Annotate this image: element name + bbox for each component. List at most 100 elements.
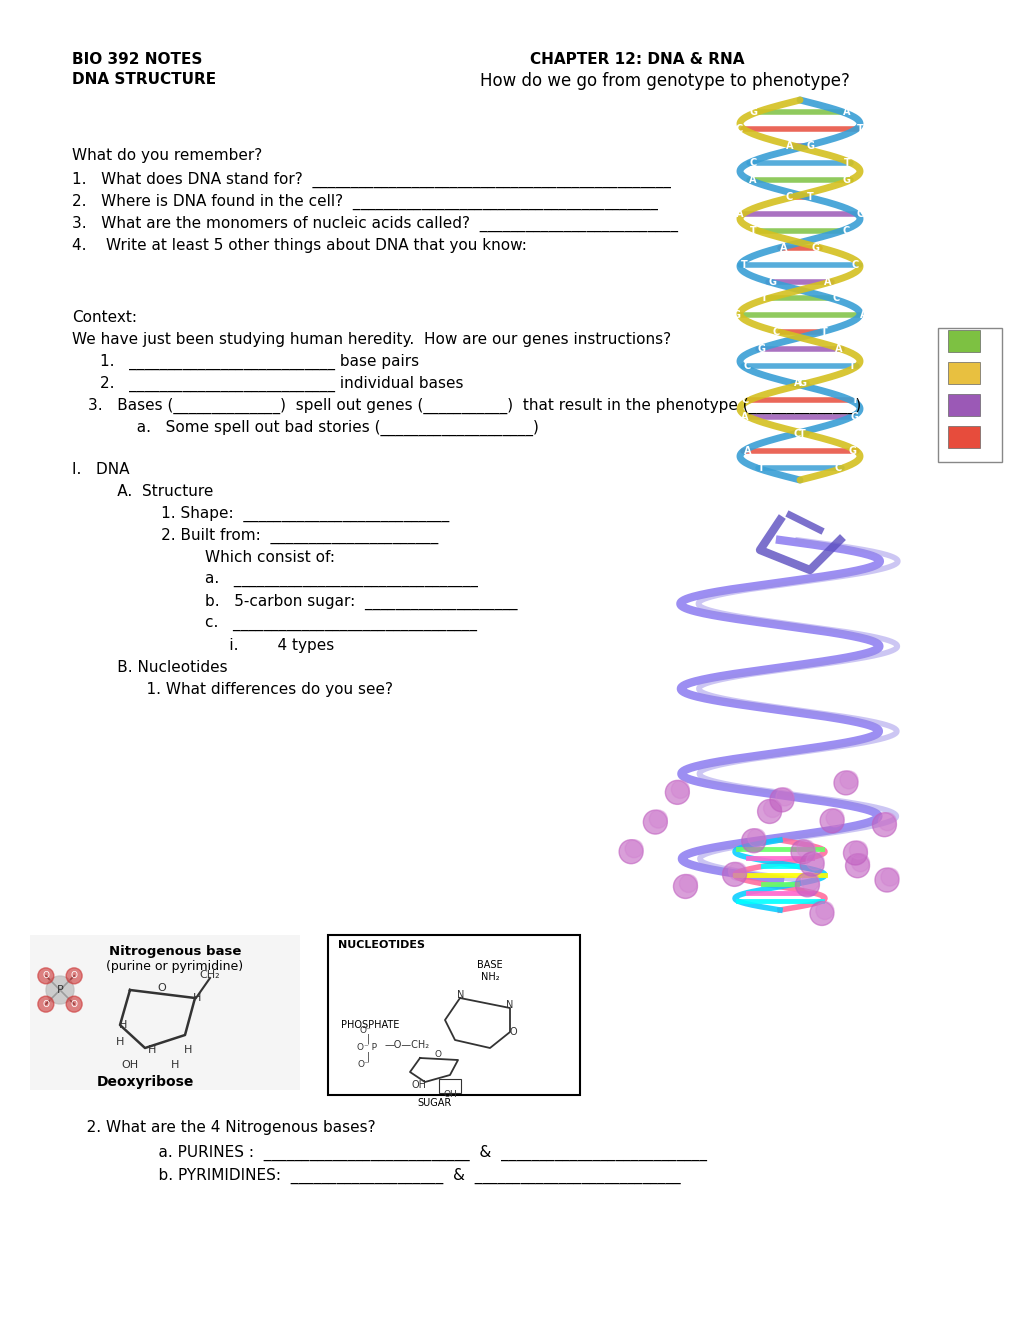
Text: T: T <box>757 463 764 473</box>
Text: What do you remember?: What do you remember? <box>72 148 262 162</box>
Bar <box>947 393 979 416</box>
Text: 2. Built from:  ______________________: 2. Built from: ______________________ <box>88 528 438 544</box>
Text: T: T <box>807 191 813 202</box>
Text: H: H <box>148 1045 156 1055</box>
Text: C: C <box>735 124 742 133</box>
Text: O⁻: O⁻ <box>358 1060 370 1069</box>
Text: |: | <box>367 1034 370 1044</box>
Text: A: A <box>741 412 748 422</box>
Text: BIO 392 NOTES: BIO 392 NOTES <box>72 51 202 67</box>
Circle shape <box>741 829 765 853</box>
Circle shape <box>643 810 666 834</box>
FancyBboxPatch shape <box>30 935 300 1090</box>
Text: OH: OH <box>412 1080 427 1090</box>
Text: i.        4 types: i. 4 types <box>88 638 334 653</box>
Text: How do we go from genotype to phenotype?: How do we go from genotype to phenotype? <box>480 73 849 90</box>
Text: C: C <box>771 327 780 338</box>
Text: (purine or pyrimidine): (purine or pyrimidine) <box>106 960 244 973</box>
Circle shape <box>625 840 642 858</box>
Text: Deoxyribose: Deoxyribose <box>96 1074 194 1089</box>
Text: A: A <box>842 107 850 117</box>
Circle shape <box>851 854 868 871</box>
Text: G: G <box>856 209 864 219</box>
Text: C: C <box>851 260 858 269</box>
Text: P: P <box>57 985 63 995</box>
Circle shape <box>671 780 689 799</box>
Text: G: G <box>806 141 814 150</box>
Text: T: T <box>760 293 766 304</box>
Text: C: C <box>842 226 849 236</box>
Text: N: N <box>457 990 464 1001</box>
Text: T: T <box>819 327 826 338</box>
Text: C: C <box>785 191 792 202</box>
Text: G: G <box>732 310 740 321</box>
Bar <box>947 330 979 352</box>
Circle shape <box>834 771 857 795</box>
Text: Nitrogenous base: Nitrogenous base <box>109 945 240 958</box>
Circle shape <box>845 854 868 878</box>
Circle shape <box>849 841 866 859</box>
Text: O: O <box>434 1049 441 1059</box>
Text: A: A <box>859 310 866 321</box>
Text: 2.   ___________________________ individual bases: 2. ___________________________ individua… <box>100 376 463 392</box>
Bar <box>947 362 979 384</box>
Circle shape <box>763 800 781 817</box>
Text: Context:: Context: <box>72 310 137 325</box>
Text: H: H <box>193 993 201 1003</box>
Text: T: T <box>849 362 855 371</box>
Circle shape <box>790 840 814 863</box>
Text: B. Nucleotides: B. Nucleotides <box>88 660 227 675</box>
Text: |: | <box>367 1052 370 1063</box>
Circle shape <box>66 968 83 983</box>
Text: G: G <box>811 243 819 252</box>
Text: SUGAR: SUGAR <box>418 1098 451 1107</box>
Circle shape <box>819 809 844 833</box>
Circle shape <box>673 874 697 899</box>
Circle shape <box>649 810 666 828</box>
Circle shape <box>775 788 793 807</box>
Text: G: G <box>757 345 765 354</box>
Circle shape <box>825 809 844 826</box>
Text: c.   ________________________________: c. ________________________________ <box>88 616 477 631</box>
Text: N: N <box>505 1001 513 1010</box>
Text: A.  Structure: A. Structure <box>88 484 213 499</box>
Text: O: O <box>70 999 77 1008</box>
Circle shape <box>728 862 746 880</box>
Text: O: O <box>510 1027 517 1038</box>
Text: OH: OH <box>121 1060 139 1071</box>
Text: 1.   ___________________________ base pairs: 1. ___________________________ base pair… <box>100 354 419 370</box>
Circle shape <box>747 829 765 846</box>
Text: b. PYRIMIDINES:  ____________________  &  ___________________________: b. PYRIMIDINES: ____________________ & _… <box>100 1168 680 1184</box>
FancyBboxPatch shape <box>328 935 580 1096</box>
Text: C: C <box>743 362 750 371</box>
Text: a.   Some spell out bad stories (____________________): a. Some spell out bad stories (_________… <box>88 420 538 436</box>
Bar <box>947 426 979 447</box>
Text: NUCLEOTIDES: NUCLEOTIDES <box>337 940 425 950</box>
Circle shape <box>809 902 834 925</box>
Text: C: C <box>741 395 748 405</box>
Text: 3.   Bases (______________)  spell out genes (___________)  that result in the p: 3. Bases (______________) spell out gene… <box>88 399 860 414</box>
Text: DNA STRUCTURE: DNA STRUCTURE <box>72 73 216 87</box>
Text: O: O <box>70 972 77 981</box>
Text: I.   DNA: I. DNA <box>72 462 129 477</box>
Circle shape <box>877 813 896 830</box>
Circle shape <box>66 997 83 1012</box>
Text: O: O <box>158 983 166 993</box>
Text: O⁻ P: O⁻ P <box>357 1043 377 1052</box>
Text: G: G <box>767 276 775 286</box>
Text: A: A <box>735 209 743 219</box>
Text: PHOSPHATE: PHOSPHATE <box>340 1020 398 1030</box>
Text: a.   ________________________________: a. ________________________________ <box>88 572 478 587</box>
Text: 1. Shape:  ___________________________: 1. Shape: ___________________________ <box>88 506 448 523</box>
Text: C: C <box>834 463 842 473</box>
Text: BASE: BASE <box>477 960 502 970</box>
Circle shape <box>799 853 823 876</box>
Text: G: G <box>848 446 856 457</box>
Text: O⁻: O⁻ <box>360 1026 371 1035</box>
Circle shape <box>880 869 898 886</box>
Text: G: G <box>749 107 757 117</box>
Circle shape <box>801 873 818 891</box>
Circle shape <box>721 862 746 886</box>
Text: C: C <box>749 158 756 168</box>
Text: T: T <box>740 260 747 269</box>
